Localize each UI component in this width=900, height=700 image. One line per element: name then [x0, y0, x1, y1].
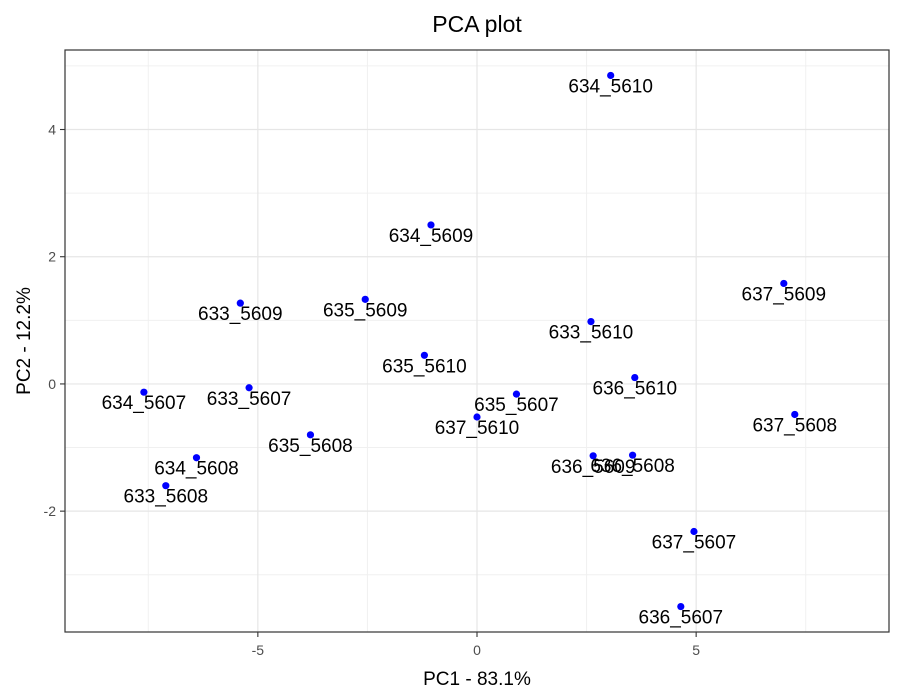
point-label: 633_5610 — [549, 323, 634, 344]
label-layer: 634_5610 634_5609 637_5609 633_5609 635_5609… — [102, 76, 837, 628]
scatter-point — [427, 221, 435, 229]
scatter-point — [589, 452, 597, 460]
point-label: 636_5607 — [639, 608, 724, 629]
scatter-point — [361, 295, 369, 303]
point-label: 637_5607 — [652, 533, 737, 554]
point-label: 637_5609 — [742, 284, 827, 305]
point-label: 634_5607 — [102, 393, 187, 414]
scatter-point — [607, 71, 615, 80]
scatter-point — [162, 482, 170, 490]
y-tick-label: 2 — [48, 249, 56, 265]
point-label: 633_5608 — [124, 487, 209, 508]
point-label: 635_5609 — [323, 300, 408, 321]
point-label: 636_5610 — [593, 379, 678, 400]
scatter-point — [306, 431, 315, 439]
scatter-point — [791, 410, 799, 419]
point-label: 633_5609 — [198, 304, 283, 325]
scatter-point — [140, 388, 148, 396]
point-label: 634_5608 — [154, 459, 239, 480]
x-tick-label: 5 — [692, 642, 700, 658]
point-label: 635_5608 — [268, 436, 353, 457]
grid-layer — [65, 50, 889, 632]
point-label: 637_5610 — [435, 418, 520, 439]
x-axis-title: PC1 - 83.1% — [423, 669, 531, 690]
y-tick-label: -2 — [44, 503, 57, 519]
point-label: 633_5607 — [207, 389, 292, 410]
point-label: 635_5610 — [382, 356, 467, 377]
scatter-point — [631, 373, 639, 382]
point-label: 637_5608 — [752, 415, 837, 436]
point-label: 634_5610 — [568, 76, 653, 97]
y-tick-label: 4 — [48, 122, 56, 138]
point-layer — [140, 71, 799, 611]
y-tick-label: 0 — [48, 376, 56, 392]
point-label: 635_5607 — [474, 395, 559, 416]
axis-layer: -5 0 5 -2 0 2 4 — [44, 122, 701, 658]
x-tick-label: 0 — [473, 642, 481, 658]
chart-title: PCA plot — [432, 11, 522, 37]
scatter-point — [236, 299, 244, 307]
scatter-point — [690, 527, 698, 536]
scatter-point — [473, 413, 481, 421]
point-label: 634_5609 — [389, 226, 474, 247]
scatter-point — [628, 451, 637, 459]
scatter-point — [192, 454, 201, 462]
scatter-point — [420, 351, 429, 359]
point-label: 636_5609 — [551, 457, 636, 478]
y-axis-title: PC2 - 12.2% — [14, 287, 35, 395]
scatter-point — [512, 390, 521, 398]
scatter-point — [587, 318, 595, 326]
x-tick-label: -5 — [252, 642, 265, 658]
point-label: 636_5608 — [590, 456, 675, 477]
scatter-point — [245, 384, 253, 392]
scatter-point — [677, 602, 685, 611]
scatter-point — [780, 279, 788, 288]
